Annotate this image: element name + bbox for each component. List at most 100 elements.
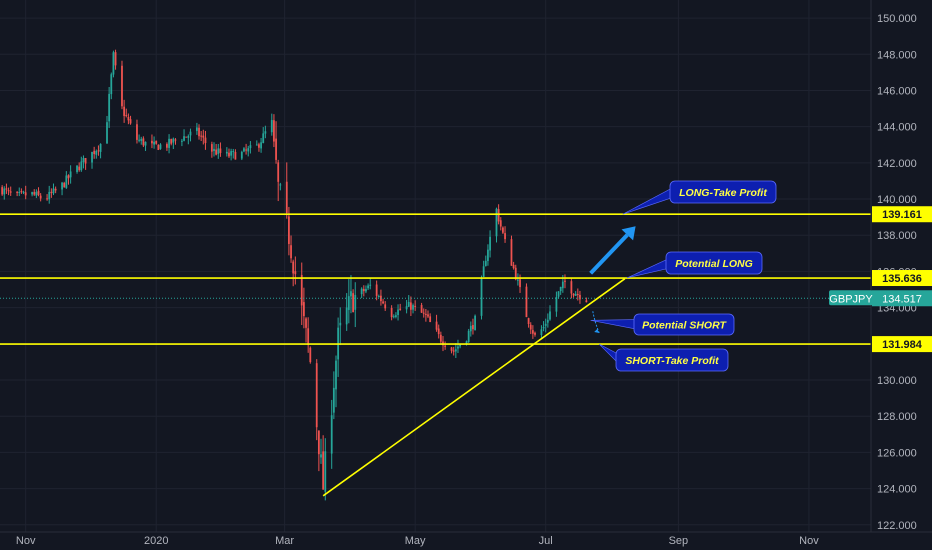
candle-body (20, 190, 23, 192)
candle-body (519, 279, 521, 288)
candle-body (234, 152, 237, 160)
candle-body (409, 302, 412, 310)
annotation-callout: Potential SHORT (590, 313, 735, 336)
candle-body (502, 227, 504, 233)
candle-body (499, 220, 502, 227)
time-axis[interactable]: Nov 2020 Mar May Jul Sep Nov (16, 535, 819, 547)
candle-body (435, 321, 438, 330)
candle-body (377, 296, 380, 298)
candle-body (249, 145, 252, 149)
candle-body (290, 245, 292, 259)
candle-body (97, 150, 100, 152)
candle-body (424, 313, 427, 315)
x-tick-label: Jul (539, 535, 553, 547)
candle-body (362, 288, 365, 292)
candle-body (452, 350, 455, 352)
candle-body (63, 182, 66, 188)
candle-body (555, 296, 558, 312)
candle-body (67, 175, 70, 179)
candle-body (121, 65, 123, 107)
candle-body (273, 120, 275, 142)
price-axis[interactable]: 122.000124.000126.000128.000130.000132.0… (877, 13, 917, 532)
candle-body (542, 327, 545, 329)
candle-body (84, 158, 87, 164)
candle-body (352, 293, 355, 313)
arrows (589, 226, 636, 334)
annotations: LONG-Take Profit Potential LONG Potential … (590, 180, 777, 372)
candle-body (50, 191, 53, 194)
candle-body (247, 148, 250, 152)
candle-body (302, 302, 305, 317)
candle-body (262, 133, 265, 143)
candle-body (18, 191, 21, 193)
candle-body (185, 136, 188, 138)
candle-body (546, 319, 549, 323)
x-tick-label: May (405, 535, 426, 547)
candle-body (215, 149, 218, 155)
candle-body (3, 188, 6, 195)
candle-body (564, 280, 566, 282)
candle-body (140, 138, 143, 141)
candle-body (9, 191, 12, 193)
candle-body (579, 294, 581, 300)
candle-body (204, 137, 207, 144)
annotation-label: LONG-Take Profit (679, 187, 767, 199)
annotation-box (665, 251, 763, 275)
x-tick-label: 2020 (144, 535, 168, 547)
short-arrow-head (594, 328, 600, 333)
candle-body (497, 209, 500, 222)
candle-body (108, 93, 111, 122)
candle-body (512, 264, 515, 269)
candle-body (367, 285, 369, 289)
x-tick-label: Nov (799, 535, 819, 547)
candle-body (54, 188, 57, 191)
y-tick-label: 124.000 (877, 484, 917, 496)
y-tick-label: 150.000 (877, 13, 917, 25)
candle-body (219, 148, 222, 153)
candle-body (549, 311, 551, 320)
candle-body (127, 116, 130, 121)
candle-body (294, 271, 297, 275)
candle-body (392, 316, 395, 318)
candle-body (260, 142, 262, 149)
candle-body (82, 158, 85, 163)
candle-body (39, 195, 42, 199)
candle-body (450, 347, 453, 351)
annotation-box (633, 313, 735, 336)
candle-body (174, 139, 177, 141)
candle-body (315, 363, 318, 428)
candle-body (110, 74, 113, 95)
candle-body (264, 131, 267, 134)
horizontal-levels[interactable] (0, 213, 871, 345)
candle-body (559, 286, 562, 292)
y-tick-label: 130.000 (877, 375, 917, 387)
candle-body (125, 115, 128, 117)
candle-body (255, 144, 258, 146)
candle-body (439, 334, 442, 342)
candle-body (382, 301, 384, 304)
symbol-label: GBPJPY (829, 293, 873, 305)
candle-body (210, 144, 213, 152)
level-price-badge (872, 270, 932, 287)
symbol-badge: GBPJPY (829, 290, 873, 306)
annotation-label: Potential LONG (675, 258, 753, 270)
candle-body (570, 281, 573, 294)
candle-body (345, 307, 348, 325)
candle-body (172, 138, 175, 143)
level-price-badge (872, 206, 932, 223)
candle-body (384, 304, 387, 309)
candle-body (574, 293, 577, 296)
candle-body (37, 190, 40, 196)
candle-body (339, 322, 342, 326)
y-tick-label: 148.000 (877, 49, 917, 61)
trendline[interactable] (322, 278, 626, 497)
x-tick-label: Mar (275, 535, 294, 547)
y-tick-label: 126.000 (877, 447, 917, 459)
candle-body (465, 341, 468, 344)
candle-body (99, 144, 102, 152)
candle-body (200, 135, 203, 137)
candle-body (198, 127, 200, 137)
candle-body (48, 191, 51, 200)
y-tick-label: 146.000 (877, 85, 917, 97)
